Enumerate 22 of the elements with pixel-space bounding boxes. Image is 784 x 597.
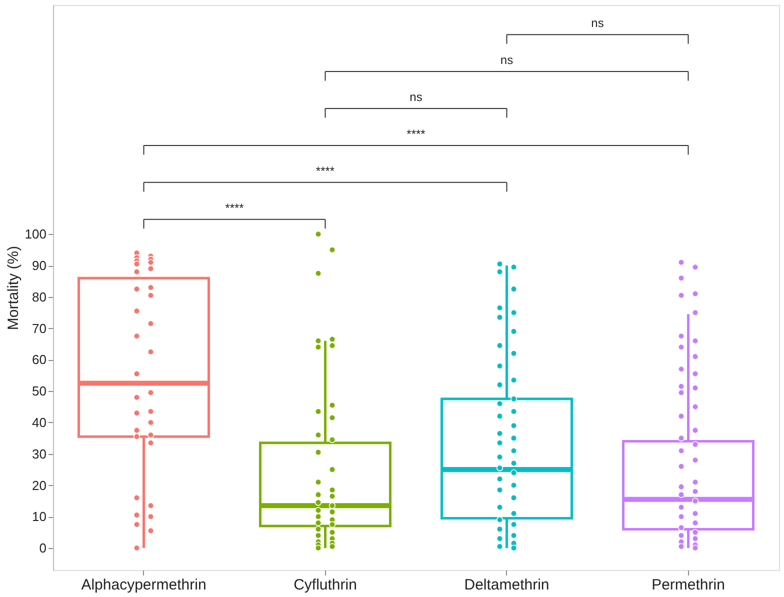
y-tick-label: 90 <box>32 258 46 274</box>
annotation: ns <box>591 16 604 30</box>
y-tick-label: 60 <box>32 352 46 368</box>
x-tick-label: Cyfluthrin <box>294 576 357 594</box>
y-tick-label: 10 <box>32 509 46 524</box>
y-tick-label: 20 <box>32 478 46 493</box>
annotation: ns <box>410 90 422 104</box>
annotation: **** <box>406 127 426 142</box>
x-tick-label: Deltamethrin <box>464 576 550 594</box>
y-tick-label: 50 <box>32 384 46 399</box>
x-tick-label: Alphacypermethrin <box>81 576 206 594</box>
x-tick-label: Permethrin <box>652 576 725 594</box>
annotation: **** <box>316 164 335 178</box>
y-tick-label: 40 <box>32 414 46 430</box>
annotation: ns <box>500 53 514 68</box>
y-tick-label: 0 <box>39 540 46 556</box>
y-axis-title: Mortality (%) <box>4 246 22 330</box>
y-tick-label: 100 <box>24 226 46 242</box>
annotation: **** <box>225 200 244 215</box>
y-tick-label: 30 <box>32 446 46 462</box>
y-tick-label: 80 <box>32 289 46 304</box>
y-tick-label: 70 <box>32 320 46 336</box>
